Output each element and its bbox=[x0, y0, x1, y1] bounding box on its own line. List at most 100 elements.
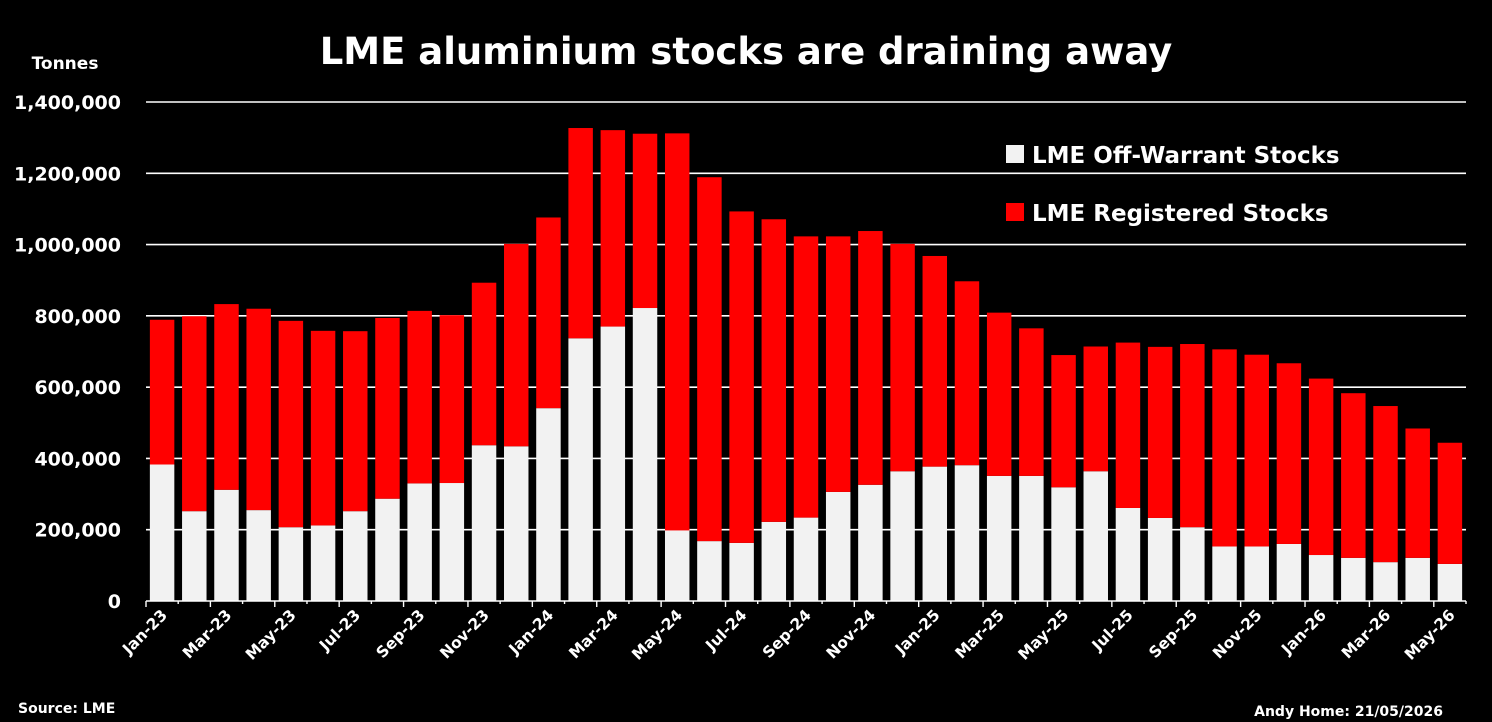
bar-off-warrant bbox=[1308, 555, 1334, 601]
bar-registered bbox=[1051, 355, 1076, 488]
bar-registered bbox=[858, 231, 883, 485]
source-note: Source: LME bbox=[18, 701, 115, 717]
y-axis-ticks: 0 200,000 400,000 600,000 800,000 1,000,000 1,… bbox=[14, 92, 121, 613]
bar-registered bbox=[310, 330, 336, 526]
bar-registered bbox=[793, 236, 819, 518]
bar-off-warrant bbox=[890, 471, 915, 601]
bar-registered bbox=[986, 312, 1012, 476]
bar-registered bbox=[1341, 393, 1366, 558]
bar-off-warrant bbox=[1244, 546, 1269, 601]
bar-registered bbox=[1147, 346, 1173, 518]
bar-registered bbox=[1437, 442, 1463, 564]
bar-off-warrant bbox=[1115, 507, 1141, 601]
bar-off-warrant bbox=[664, 530, 690, 601]
bar-registered bbox=[632, 133, 658, 309]
bar-registered bbox=[1276, 363, 1302, 544]
bar-registered bbox=[697, 177, 722, 542]
chart-title: LME aluminium stocks are draining away bbox=[320, 30, 1173, 73]
y-tick-label: 1,400,000 bbox=[14, 92, 121, 114]
bar-registered bbox=[246, 308, 271, 511]
bar-off-warrant bbox=[149, 464, 175, 601]
bar-off-warrant bbox=[182, 511, 207, 601]
author-credit: Andy Home: 21/05/2026 bbox=[1254, 704, 1443, 720]
bar-off-warrant bbox=[922, 466, 948, 601]
bar-registered bbox=[343, 331, 368, 512]
y-axis-unit-label: Tonnes bbox=[32, 54, 99, 74]
bar-registered bbox=[922, 255, 948, 467]
bar-off-warrant bbox=[214, 489, 239, 601]
bar-off-warrant bbox=[1341, 557, 1366, 601]
bar-registered bbox=[1083, 346, 1108, 472]
bar-off-warrant bbox=[825, 491, 851, 601]
bar-registered bbox=[407, 310, 432, 484]
legend-label: LME Registered Stocks bbox=[1032, 201, 1329, 227]
bar-off-warrant bbox=[1373, 562, 1398, 601]
bar-registered bbox=[504, 243, 529, 447]
bar-off-warrant bbox=[1180, 527, 1205, 601]
bar-off-warrant bbox=[761, 521, 787, 601]
bar-registered bbox=[1308, 378, 1334, 556]
y-tick-label: 600,000 bbox=[34, 377, 121, 399]
bar-registered bbox=[600, 130, 626, 327]
bar-off-warrant bbox=[697, 541, 722, 601]
bar-registered bbox=[439, 315, 465, 484]
bar-off-warrant bbox=[1276, 543, 1302, 601]
bar-registered bbox=[278, 320, 304, 528]
bar-off-warrant bbox=[504, 446, 529, 601]
y-tick-label: 0 bbox=[108, 591, 121, 613]
y-tick-label: 1,000,000 bbox=[14, 235, 121, 257]
bar-off-warrant bbox=[568, 338, 593, 601]
bar-registered bbox=[954, 281, 980, 466]
bar-registered bbox=[1405, 428, 1430, 558]
bar-registered bbox=[1244, 354, 1269, 547]
bar-off-warrant bbox=[600, 326, 626, 601]
bar-off-warrant bbox=[343, 511, 368, 601]
bar-off-warrant bbox=[986, 475, 1012, 601]
legend-swatch bbox=[1006, 203, 1024, 221]
bar-registered bbox=[568, 128, 593, 339]
bar-registered bbox=[729, 211, 754, 543]
bar-off-warrant bbox=[793, 517, 819, 601]
bar-registered bbox=[890, 243, 915, 472]
y-tick-label: 200,000 bbox=[34, 520, 121, 542]
bar-registered bbox=[375, 317, 400, 499]
bar-off-warrant bbox=[310, 525, 336, 601]
bar-registered bbox=[182, 316, 207, 512]
y-tick-label: 400,000 bbox=[34, 448, 121, 470]
bar-off-warrant bbox=[1147, 517, 1173, 601]
bar-off-warrant bbox=[1212, 546, 1237, 601]
bar-registered bbox=[1212, 349, 1237, 547]
bar-registered bbox=[1180, 344, 1205, 528]
bar-registered bbox=[664, 133, 690, 531]
bar-off-warrant bbox=[1019, 475, 1044, 601]
bar-registered bbox=[536, 217, 561, 409]
bar-registered bbox=[214, 304, 239, 490]
bar-registered bbox=[825, 236, 851, 492]
bar-off-warrant bbox=[1437, 563, 1463, 601]
bar-off-warrant bbox=[246, 510, 271, 601]
bar-off-warrant bbox=[1405, 557, 1430, 601]
bar-off-warrant bbox=[375, 498, 400, 601]
y-tick-label: 1,200,000 bbox=[14, 163, 121, 185]
bar-registered bbox=[471, 282, 497, 446]
bar-off-warrant bbox=[858, 484, 883, 601]
legend: LME Off-Warrant Stocks LME Registered Sto… bbox=[1006, 143, 1340, 227]
bar-registered bbox=[761, 219, 787, 522]
bar-registered bbox=[149, 319, 175, 465]
legend-swatch bbox=[1006, 145, 1024, 163]
bar-registered bbox=[1373, 406, 1398, 563]
bar-off-warrant bbox=[632, 308, 658, 601]
bar-registered bbox=[1019, 328, 1044, 476]
legend-label: LME Off-Warrant Stocks bbox=[1032, 143, 1340, 169]
bar-off-warrant bbox=[729, 542, 754, 601]
bar-off-warrant bbox=[407, 483, 432, 601]
bar-off-warrant bbox=[954, 465, 980, 601]
bar-off-warrant bbox=[439, 483, 465, 601]
bar-registered bbox=[1115, 342, 1141, 508]
bars bbox=[149, 128, 1463, 601]
bar-off-warrant bbox=[1051, 487, 1076, 601]
bar-off-warrant bbox=[471, 445, 497, 601]
bar-off-warrant bbox=[1083, 471, 1108, 601]
bar-off-warrant bbox=[536, 408, 561, 601]
